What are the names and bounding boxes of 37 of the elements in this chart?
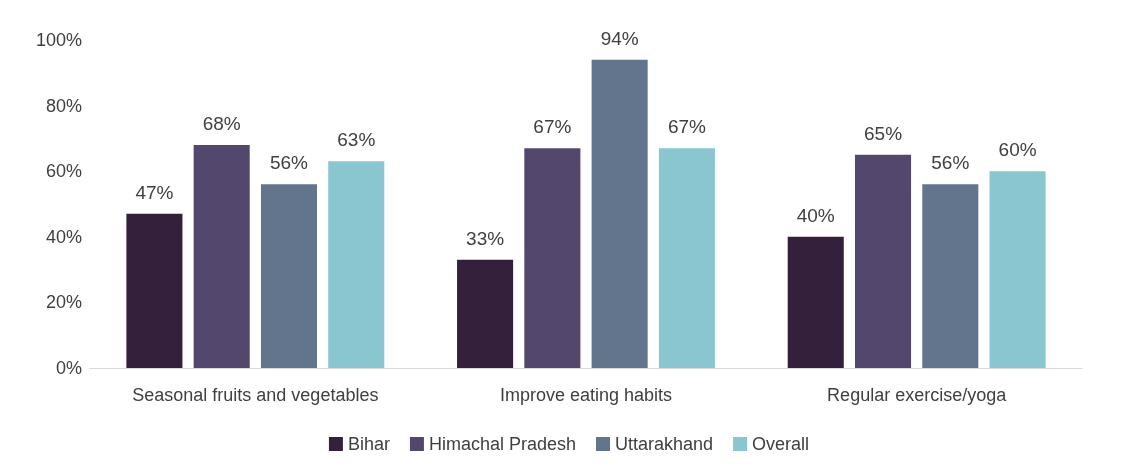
data-label: 65% [864, 122, 903, 144]
data-label: 67% [667, 116, 707, 138]
legend-label: Himachal Pradesh [428, 434, 577, 454]
bar [989, 171, 1046, 368]
data-label: 68% [202, 112, 241, 134]
legend-label: Bihar [347, 434, 390, 454]
data-label: 56% [269, 152, 309, 174]
bar [854, 154, 912, 368]
data-label: 67% [533, 116, 572, 138]
x-tick-label: Regular exercise/yoga [827, 385, 1008, 405]
data-label: 94% [600, 27, 639, 49]
bar [524, 148, 581, 368]
y-tick-label: 40% [45, 226, 82, 247]
bar [922, 184, 979, 368]
y-tick-label: 0% [55, 358, 82, 378]
bar [658, 148, 715, 368]
data-label: 56% [931, 152, 970, 174]
bar [193, 144, 250, 368]
legend-label: Uttarakhand [615, 434, 714, 454]
x-tick-label: Improve eating habits [499, 385, 673, 405]
data-label: 40% [796, 204, 835, 226]
x-tick-label: Seasonal fruits and vegetables [132, 385, 379, 405]
y-tick-label: 20% [45, 292, 82, 313]
bar [260, 184, 318, 368]
data-label: 47% [135, 181, 174, 203]
bar [591, 59, 648, 368]
y-tick-label: 60% [45, 161, 82, 182]
data-label: 33% [466, 227, 505, 249]
bar [328, 161, 385, 368]
y-tick-label: 80% [45, 95, 82, 116]
data-label: 60% [998, 139, 1037, 161]
y-tick-label: 100% [35, 30, 82, 50]
data-label: 63% [337, 129, 376, 151]
bar [457, 259, 514, 368]
bar [126, 213, 183, 368]
legend-label: Overall [752, 434, 810, 454]
bar [787, 236, 844, 368]
